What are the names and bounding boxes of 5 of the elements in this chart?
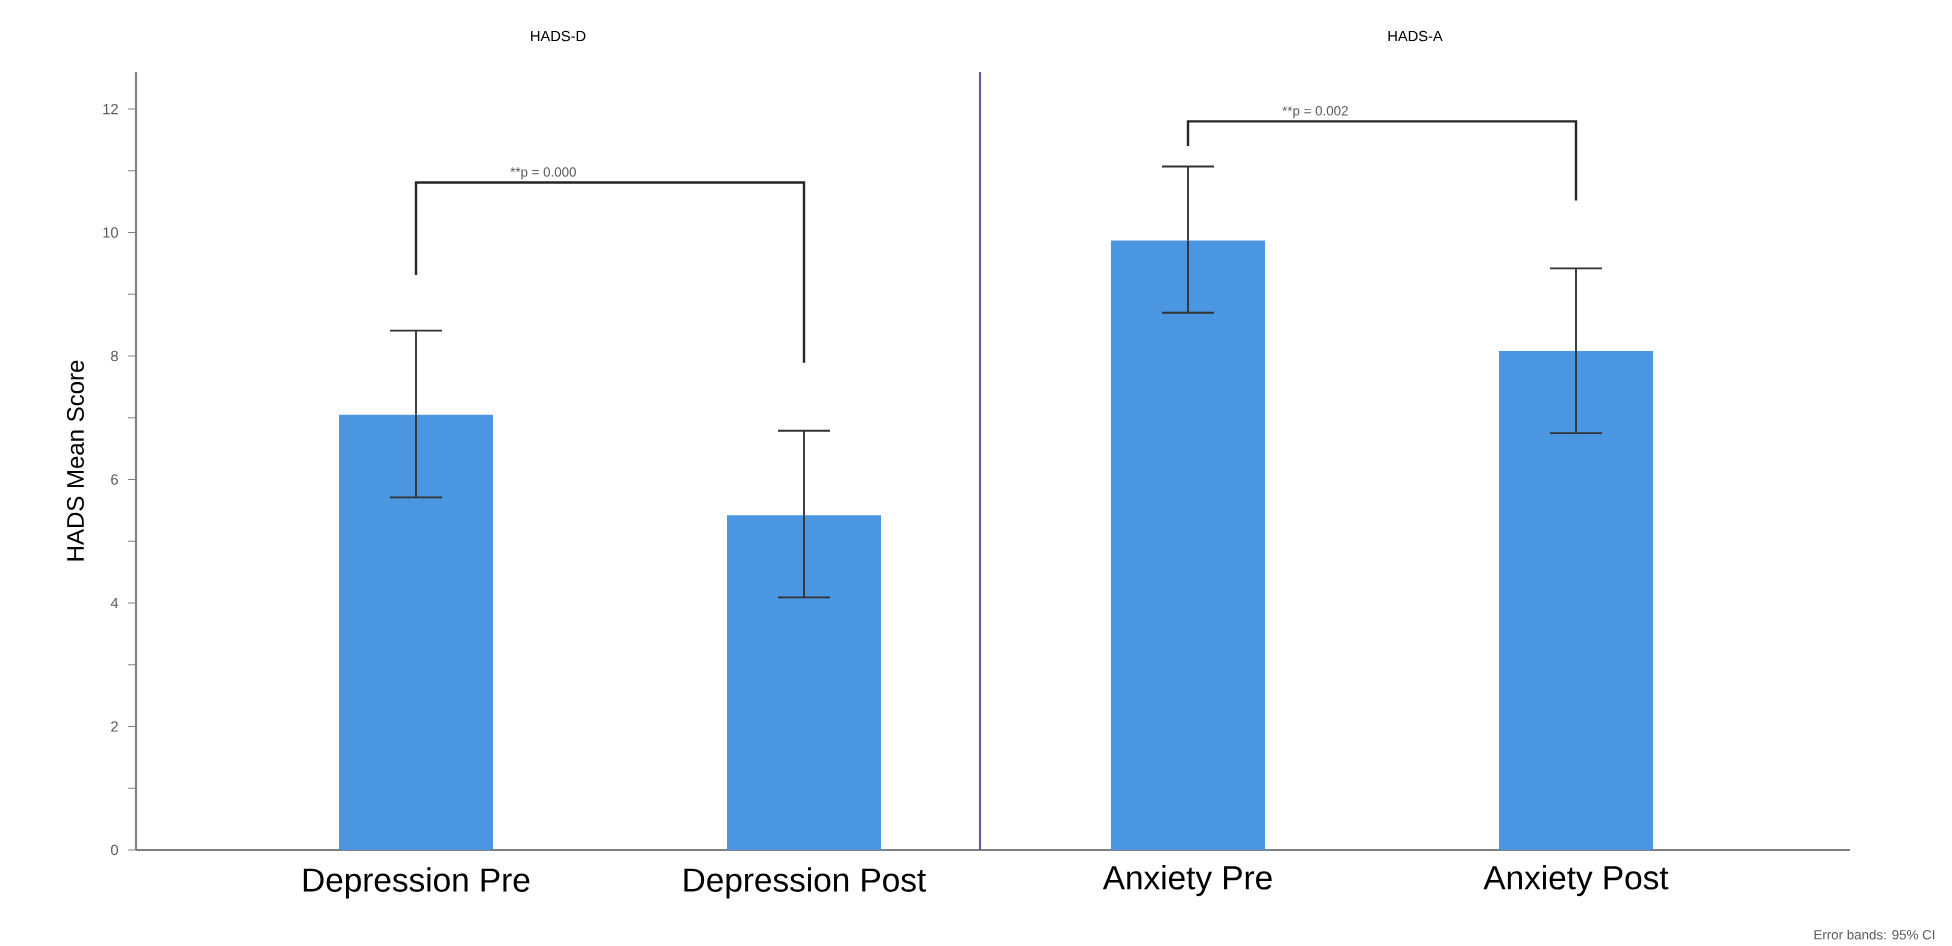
y-axis-title: HADS Mean Score bbox=[66, 360, 84, 561]
x-tick-label: Depression Post bbox=[684, 867, 926, 899]
x-tick-label: Depression Pre bbox=[303, 867, 530, 899]
x-tick-label: Anxiety Pre bbox=[1102, 865, 1272, 897]
x-tick-label: Anxiety Post bbox=[1483, 865, 1669, 897]
